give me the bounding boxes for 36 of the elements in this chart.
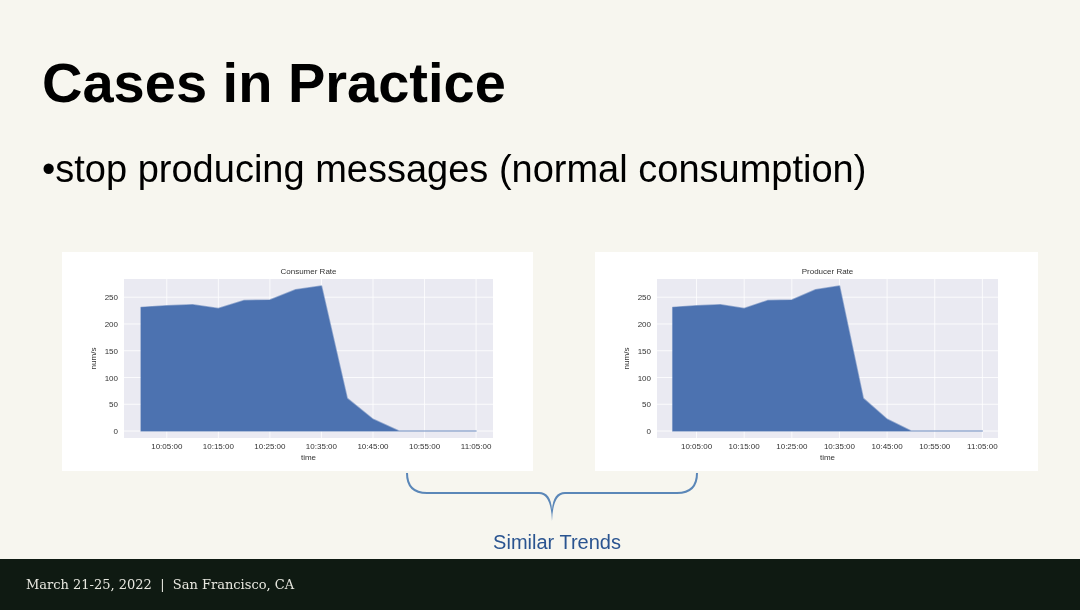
- x-tick-label: 11:05:00: [460, 442, 492, 451]
- y-tick-label: 250: [104, 293, 119, 303]
- y-tick-label: 0: [113, 427, 119, 437]
- y-tick-label: 200: [637, 319, 652, 329]
- text: •stop producing messages (normal consumption): [42, 148, 867, 190]
- y-tick-label: 250: [637, 293, 652, 303]
- x-tick-label: 10:35:00: [305, 442, 338, 451]
- y-tick-label: 50: [642, 400, 652, 410]
- x-tick-label: 10:45:00: [357, 442, 390, 451]
- chart-title: Producer Rate: [801, 267, 854, 276]
- y-tick-label: 150: [104, 346, 119, 356]
- x-tick-label: 10:25:00: [776, 442, 808, 451]
- y-tick-label: 100: [637, 373, 652, 383]
- x-axis-title: time: [819, 453, 836, 462]
- text: Similar Trends: [493, 531, 621, 553]
- y-tick-label: 50: [109, 400, 119, 410]
- text: Cases in Practice: [42, 51, 506, 114]
- x-tick-label: 10:15:00: [202, 442, 235, 451]
- y-axis-title: num/s: [89, 347, 98, 370]
- y-tick-label: 100: [104, 373, 119, 383]
- x-tick-label: 10:55:00: [408, 442, 441, 451]
- y-tick-label: 150: [637, 346, 652, 356]
- x-tick-label: 10:55:00: [919, 442, 951, 451]
- x-tick-label: 10:35:00: [823, 442, 856, 451]
- chart-title: Consumer Rate: [280, 267, 338, 276]
- x-tick-label: 10:15:00: [728, 442, 761, 451]
- x-tick-label: 11:05:00: [967, 442, 999, 451]
- x-tick-label: 10:05:00: [680, 442, 713, 451]
- text: March 21-25, 2022 | San Francisco, CA: [26, 577, 295, 592]
- x-tick-label: 10:25:00: [254, 442, 287, 451]
- x-tick-label: 10:45:00: [871, 442, 904, 451]
- x-tick-label: 10:05:00: [151, 442, 183, 451]
- y-tick-label: 200: [104, 319, 119, 329]
- x-axis-title: time: [300, 453, 317, 462]
- y-tick-label: 0: [646, 427, 652, 437]
- y-axis-title: num/s: [622, 347, 631, 370]
